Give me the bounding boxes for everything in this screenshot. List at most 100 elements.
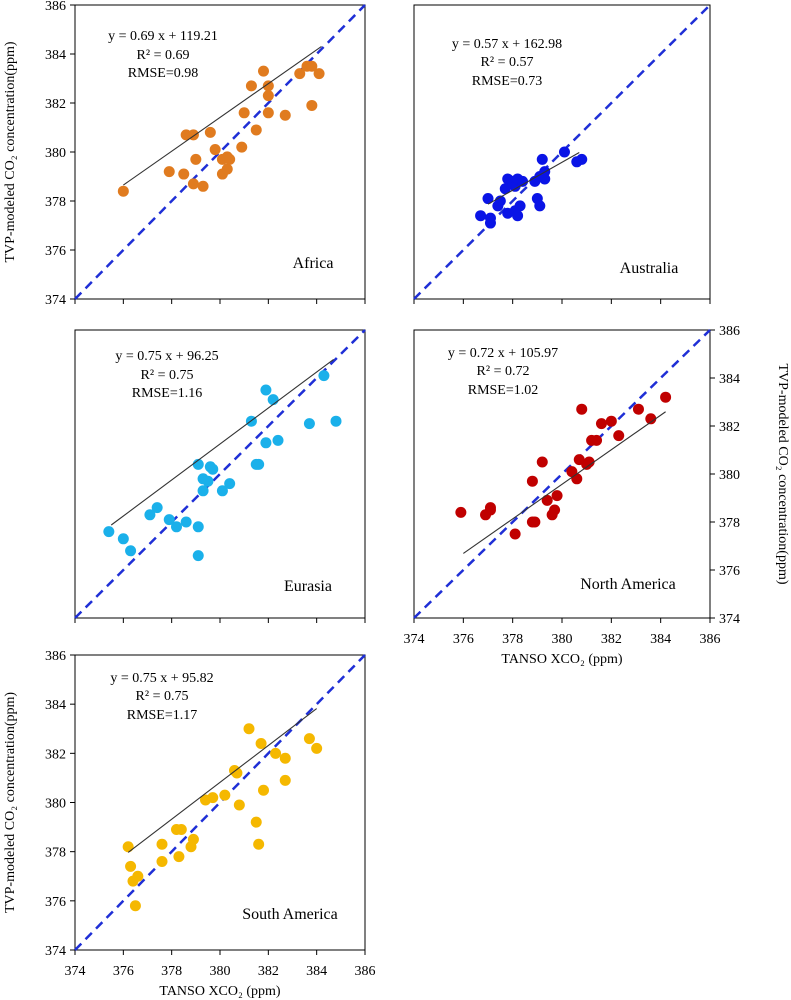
panel-south-america: 374 374 376 376 378 378 380 380 382 382 384 384 386 3… (3, 649, 376, 999)
y-tick-label: 382 (45, 747, 66, 762)
rmse-label: RMSE=0.73 (472, 74, 543, 89)
data-point (262, 90, 274, 102)
data-point (144, 509, 156, 521)
y-tick-label: 378 (45, 846, 66, 861)
data-point (583, 456, 595, 468)
data-point (224, 153, 236, 165)
data-point (591, 434, 603, 446)
x-tick-label: 380 (210, 964, 231, 979)
data-point (258, 784, 269, 796)
data-point (272, 434, 284, 446)
data-point (279, 774, 291, 786)
panel-australia: y = 0.57 x + 162.98 R² = 0.57 RMSE=0.73 Aus… (413, 4, 711, 304)
data-point (192, 521, 204, 533)
data-point (571, 473, 583, 485)
data-point (512, 210, 524, 222)
x-axis-label: TANSO XCO₂ (ppm) (501, 652, 623, 667)
regression-line (123, 46, 322, 186)
data-point (294, 68, 306, 80)
regression-line (487, 152, 580, 205)
data-point (202, 475, 214, 487)
data-point (173, 851, 185, 863)
data-point (163, 514, 175, 526)
regression-line (463, 411, 666, 554)
r-squared-label: R² = 0.75 (141, 368, 194, 383)
y-tick-label: 376 (719, 564, 740, 579)
x-tick-label: 384 (650, 632, 671, 647)
one-to-one-line (74, 329, 366, 619)
data-point (318, 370, 330, 382)
data-point (197, 180, 209, 192)
y-axis-label: TVP-modeled CO₂ concentration(ppm) (3, 692, 18, 913)
panel-north-america: 374 374 376 376 378 378 380 380 382 382 384 384 386 3… (404, 324, 791, 667)
y-tick-label: 384 (45, 48, 66, 63)
one-to-one-line (413, 329, 711, 619)
data-point (231, 767, 243, 779)
y-tick-label: 380 (45, 797, 66, 812)
y-tick-label: 382 (719, 420, 740, 435)
data-point (455, 506, 467, 518)
data-point (534, 200, 546, 212)
y-tick-label: 384 (45, 698, 66, 713)
data-point (180, 516, 192, 528)
data-point (549, 504, 561, 516)
data-point (303, 733, 315, 745)
y-axis-label: TVP-modeled CO₂ concentration(ppm) (775, 363, 790, 584)
region-label: Africa (293, 255, 334, 272)
y-tick-label: 374 (45, 293, 66, 308)
y-tick-label: 376 (45, 244, 66, 259)
data-point (267, 394, 279, 406)
data-point (175, 824, 187, 836)
data-point (517, 175, 529, 187)
data-point (529, 516, 541, 528)
y-tick-label: 386 (45, 0, 66, 14)
data-point (197, 485, 209, 497)
data-point (224, 478, 236, 490)
y-tick-label: 386 (719, 324, 740, 339)
x-tick-label: 384 (306, 964, 327, 979)
one-to-one-line (74, 4, 366, 300)
data-point (576, 403, 588, 415)
data-point (526, 475, 538, 487)
data-point (605, 415, 617, 427)
y-tick-label: 380 (45, 146, 66, 161)
r-squared-label: R² = 0.69 (137, 48, 190, 63)
data-point (122, 841, 134, 853)
data-point (236, 141, 248, 153)
y-tick-label: 374 (719, 612, 740, 627)
data-point (551, 490, 563, 502)
data-point (209, 144, 221, 156)
data-point (536, 153, 548, 165)
x-tick-label: 386 (355, 964, 376, 979)
data-point (509, 528, 521, 540)
region-label: Australia (620, 260, 679, 277)
y-tick-label: 386 (45, 649, 66, 664)
region-label: Eurasia (284, 578, 332, 595)
data-point (125, 545, 137, 557)
data-point (243, 723, 255, 735)
data-point (216, 485, 228, 497)
regression-equation: y = 0.69 x + 119.21 (108, 29, 218, 44)
data-point (262, 80, 274, 92)
data-point (613, 430, 625, 442)
data-point (250, 816, 262, 828)
regression-line (127, 708, 318, 853)
data-point (132, 870, 144, 882)
data-point (253, 458, 265, 470)
data-point (260, 437, 272, 449)
data-point (253, 838, 265, 850)
regression-equation: y = 0.75 x + 95.82 (110, 671, 213, 686)
one-to-one-line (413, 4, 711, 300)
data-point (178, 168, 190, 180)
data-point (204, 126, 216, 138)
data-point (311, 742, 323, 754)
regression-line (110, 358, 334, 526)
data-point (482, 193, 494, 205)
data-point (270, 747, 282, 759)
data-point (541, 494, 553, 506)
r-squared-label: R² = 0.72 (477, 364, 530, 379)
y-tick-label: 376 (45, 895, 66, 910)
data-point (103, 526, 115, 538)
rmse-label: RMSE=1.17 (127, 708, 198, 723)
data-point (192, 550, 204, 562)
